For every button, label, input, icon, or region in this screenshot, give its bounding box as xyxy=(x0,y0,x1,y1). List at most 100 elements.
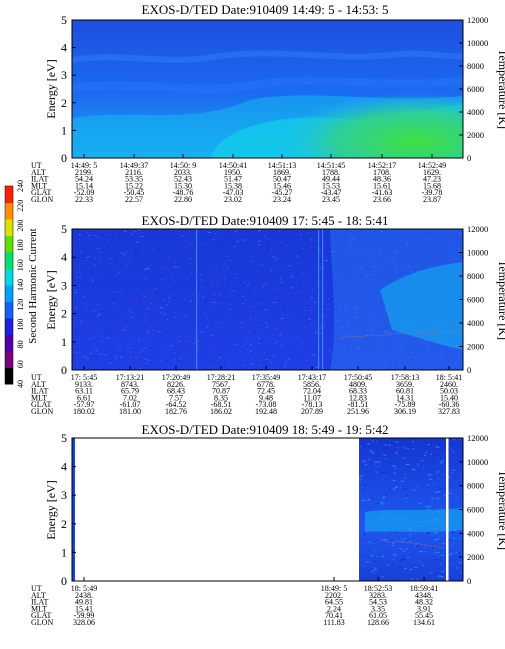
panel-3-heatmap-speck xyxy=(360,505,362,507)
panel-2-heatmap-speck xyxy=(100,310,103,312)
panel-2-heatmap-speck xyxy=(201,255,203,257)
panel-2-heatmap-speck xyxy=(94,350,98,352)
panel-2-heatmap-speck xyxy=(288,337,290,339)
panel-2-heatmap-speck xyxy=(223,310,225,312)
panel-2-heatmap-speck xyxy=(152,327,154,329)
panel-2-heatmap-speck xyxy=(331,234,334,236)
panel-2-heatmap-speck xyxy=(392,365,394,367)
panel-2-heatmap-speck xyxy=(361,253,365,254)
panel-3-heatmap-speck xyxy=(455,478,458,480)
panel-2-heatmap-speck xyxy=(381,331,383,333)
panel-3-heatmap-speck xyxy=(403,558,406,560)
panel-1-table-cell: 1788. xyxy=(322,168,340,177)
panel-2-heatmap-speck xyxy=(152,329,154,331)
panel-2-table-rowlabel: GLON xyxy=(31,407,53,416)
panel-2-heatmap-speck xyxy=(350,238,354,240)
panel-2-heatmap-speck xyxy=(379,232,382,234)
panel-3-heatmap-speck xyxy=(381,576,385,578)
panel-2-heatmap-speck xyxy=(92,346,94,348)
panel-2-heatmap-speck xyxy=(226,350,229,352)
panel-2-heatmap-speck xyxy=(303,345,306,347)
panel-3-heatmap-speck xyxy=(416,546,419,548)
panel-2-heatmap-speck xyxy=(164,351,167,353)
panel-3-heatmap-speck xyxy=(406,464,410,465)
panel-2-table-cell: -73.08 xyxy=(256,400,277,409)
panel-2-y2tick-label: 0 xyxy=(467,365,471,375)
panel-2-heatmap-speck xyxy=(88,324,92,326)
panel-1-ytick-label: 4 xyxy=(61,41,67,55)
panel-2-heatmap-speck xyxy=(236,277,238,279)
panel-2-heatmap-speck xyxy=(355,317,358,319)
panel-3-heatmap-speck xyxy=(450,448,452,450)
panel-2-heatmap-speck xyxy=(259,230,261,232)
panel-2-heatmap-speck xyxy=(211,362,214,364)
panel-2-heatmap-speck xyxy=(143,320,145,322)
panel-2-heatmap-speck xyxy=(190,364,193,366)
panel-2-heatmap-speck xyxy=(249,350,252,352)
panel-2-heatmap-speck xyxy=(78,285,80,287)
panel-3-heatmap-speck xyxy=(453,457,458,459)
panel-3-heatmap-speck xyxy=(376,563,380,565)
panel-2-heatmap-speck xyxy=(281,242,283,243)
panel-2-heatmap-speck xyxy=(367,269,369,271)
panel-1-table-cell: -45.27 xyxy=(272,188,293,197)
panel-1-table-cell: 52.43 xyxy=(174,175,192,184)
panel-2-heatmap-speck xyxy=(161,304,164,306)
panel-2-heatmap-speck xyxy=(346,231,348,232)
panel-2-heatmap-speck xyxy=(94,235,97,237)
panel-2-heatmap-speck xyxy=(434,363,436,365)
panel-2-heatmap-speck xyxy=(340,338,344,340)
panel-2-heatmap-speck xyxy=(292,276,294,278)
panel-2-heatmap-speck xyxy=(84,260,88,261)
panel-2-heatmap-speck xyxy=(173,359,176,361)
panel-3-heatmap-speck xyxy=(383,454,387,456)
panel-3-heatmap-speck xyxy=(431,545,433,547)
panel-3-heatmap-speck xyxy=(360,541,362,543)
panel-2-heatmap-speck xyxy=(451,253,453,255)
panel-1-table-rowlabel: ILAT xyxy=(31,175,48,184)
panel-3-heatmap-speck xyxy=(458,450,460,451)
panel-2-table-cell: -64.52 xyxy=(166,400,187,409)
panel-2-heatmap-speck xyxy=(269,287,272,289)
panel-2-heatmap-speck xyxy=(169,345,173,347)
panel-2-heatmap-speck xyxy=(262,269,264,271)
panel-2-heatmap-speck xyxy=(250,251,253,253)
panel-2-heatmap-speck xyxy=(250,242,252,244)
panel-3-heatmap-speck xyxy=(435,445,439,447)
panel-2-heatmap-speck xyxy=(369,232,371,234)
panel-2-table-cell: 11.07 xyxy=(303,393,321,402)
panel-2-heatmap-speck xyxy=(159,366,161,368)
panel-2-heatmap-speck xyxy=(402,352,406,354)
panel-2-heatmap-speck xyxy=(122,337,124,339)
panel-2-heatmap-speck xyxy=(372,331,375,333)
panel-1-table-cell: 49.44 xyxy=(322,175,340,184)
panel-3-heatmap-speck xyxy=(434,438,438,440)
panel-3-heatmap-speck xyxy=(406,557,410,558)
panel-2-heatmap-speck xyxy=(287,300,291,302)
colorbar-swatch xyxy=(5,219,13,236)
panel-2-heatmap-speck xyxy=(232,240,236,242)
panel-2-heatmap-speck xyxy=(265,359,268,360)
panel-2-heatmap-speck xyxy=(335,326,337,328)
panel-2-heatmap-speck xyxy=(306,305,310,307)
panel-2-heatmap-speck xyxy=(265,326,269,328)
panel-2-heatmap-speck xyxy=(112,292,115,293)
panel-2-heatmap-speck xyxy=(260,263,263,265)
panel-2-heatmap-speck xyxy=(151,239,154,241)
panel-3-heatmap-speck xyxy=(372,440,374,442)
colorbar-swatch xyxy=(5,235,13,253)
panel-1-table-cell: 14:50:41 xyxy=(219,161,247,170)
panel-2-heatmap-speck xyxy=(158,331,162,332)
panel-2-heatmap-speck xyxy=(392,337,394,339)
panel-3-heatmap-speck xyxy=(430,538,433,540)
panel-3-heatmap-speck xyxy=(369,542,373,544)
panel-3-heatmap-speck xyxy=(417,465,420,467)
panel-2-heatmap-speck xyxy=(385,279,387,281)
panel-2-heatmap-speck xyxy=(371,330,373,332)
panel-3-heatmap-speck xyxy=(404,497,407,499)
panel-1-table-cell: -52.09 xyxy=(74,188,95,197)
panel-2-heatmap-speck xyxy=(144,268,148,270)
panel-2-heatmap-speck xyxy=(344,335,347,337)
panel-2-table-cell: 192.48 xyxy=(255,407,277,416)
panel-2-heatmap-speck xyxy=(352,236,356,238)
